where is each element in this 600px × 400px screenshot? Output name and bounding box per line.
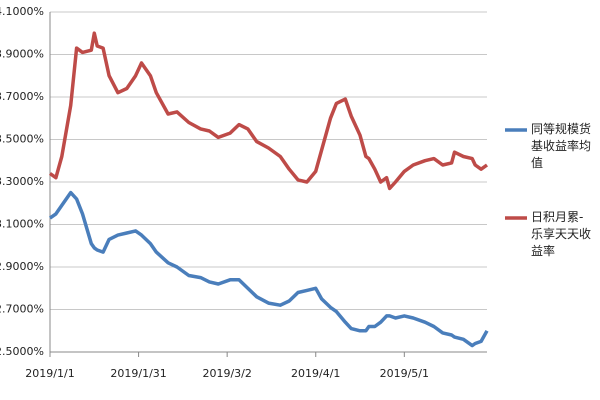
y-tick-label: 3.1000% [0, 218, 44, 231]
series-line [48, 190, 489, 348]
y-tick-label: 2.9000% [0, 260, 44, 273]
legend-label: 日积月累-乐享天天收益率 [531, 210, 592, 258]
y-tick-label: 4.1000% [0, 5, 44, 18]
y-tick-label: 3.5000% [0, 133, 44, 146]
x-tick-label: 2019/5/1 [380, 367, 429, 380]
y-tick-label: 3.3000% [0, 175, 44, 188]
series-line [48, 31, 489, 191]
x-tick-label: 2019/1/1 [25, 367, 74, 380]
y-tick-label: 2.7000% [0, 303, 44, 316]
y-tick-label: 3.7000% [0, 90, 44, 103]
x-tick-label: 2019/1/31 [110, 367, 166, 380]
x-tick-label: 2019/3/2 [202, 367, 251, 380]
x-tick-label: 2019/4/1 [291, 367, 340, 380]
legend-label: 同等规模货基收益率均值 [531, 122, 592, 170]
y-tick-label: 3.9000% [0, 48, 44, 61]
y-tick-label: 2.5000% [0, 345, 44, 358]
